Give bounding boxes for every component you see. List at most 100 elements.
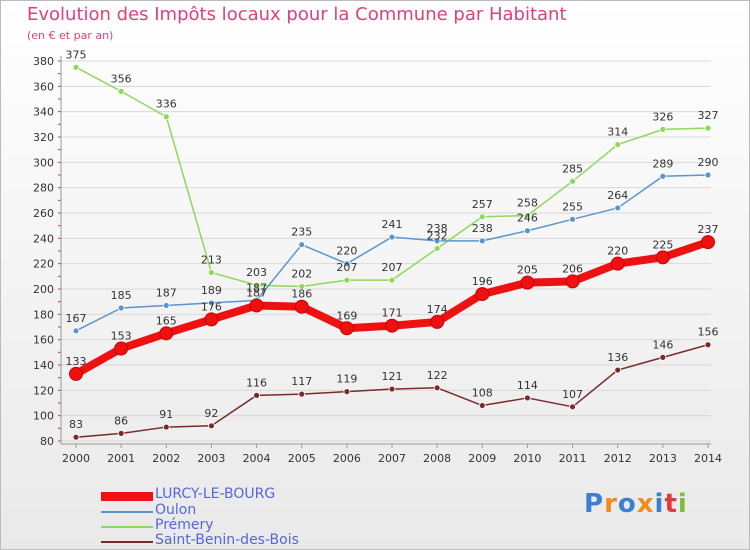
data-point-lurcy-le-bourg [69,366,83,381]
data-label-oulon: 185 [111,289,132,302]
data-label-pr-mery: 207 [336,261,357,274]
logo-letter: i [654,489,665,519]
data-label-oulon: 264 [607,189,628,202]
data-point-pr-mery [208,269,215,276]
data-point-pr-mery [72,63,80,71]
data-point-saint-benin-des-bois [253,391,260,399]
data-label-pr-mery: 203 [246,266,267,279]
data-label-pr-mery: 336 [156,98,177,111]
legend-swatch [101,511,153,513]
legend-label: Saint-Benin-des-Bois [155,532,299,548]
data-label-saint-benin-des-bois: 156 [698,326,719,339]
data-label-lurcy-le-bourg: 174 [427,303,448,316]
legend-swatch [101,526,153,528]
legend-label: Prémery [155,517,214,533]
data-label-pr-mery: 356 [111,72,132,85]
data-point-pr-mery [253,281,260,289]
data-point-saint-benin-des-bois [162,423,170,431]
data-point-oulon [72,327,80,335]
y-tick-label: 380 [33,55,54,68]
data-label-saint-benin-des-bois: 83 [69,418,83,431]
data-label-oulon: 189 [201,284,222,297]
data-label-oulon: 246 [517,212,538,225]
y-tick-label: 360 [33,80,54,93]
data-point-saint-benin-des-bois [614,366,622,374]
data-point-oulon [524,227,531,235]
x-tick-label: 2010 [513,452,541,465]
x-tick-label: 2012 [604,452,632,465]
logo-letter: P [584,489,605,519]
data-label-pr-mery: 327 [698,109,719,122]
y-tick-label: 300 [33,156,54,169]
data-point-pr-mery [298,283,306,290]
y-tick-label: 200 [33,283,54,296]
data-point-pr-mery [659,125,667,133]
y-tick-label: 280 [33,182,54,195]
legend-label: LURCY-LE-BOURG [155,486,276,502]
data-label-lurcy-le-bourg: 133 [66,355,87,368]
chart-title: Evolution des Impôts locaux pour la Comm… [27,4,567,25]
data-point-pr-mery [569,177,576,185]
data-point-lurcy-le-bourg [114,341,129,356]
x-tick-label: 2011 [559,452,587,465]
data-label-oulon: 187 [156,286,177,299]
data-point-oulon [478,237,486,245]
y-tick-label: 260 [33,207,54,220]
data-label-lurcy-le-bourg: 171 [382,307,403,320]
data-point-lurcy-le-bourg [520,275,535,290]
y-tick-label: 140 [33,359,54,372]
data-point-lurcy-le-bourg [159,326,174,341]
data-point-oulon [614,204,622,212]
data-label-oulon: 241 [382,218,403,231]
x-tick-label: 2000 [62,452,90,465]
data-point-lurcy-le-bourg [610,256,625,271]
data-label-lurcy-le-bourg: 225 [652,238,673,251]
data-point-oulon [298,241,306,249]
data-label-pr-mery: 213 [201,254,222,267]
data-point-lurcy-le-bourg [430,314,445,329]
x-tick-label: 2003 [197,452,225,465]
data-point-saint-benin-des-bois [433,384,441,392]
logo-letter: r [604,489,618,519]
data-label-pr-mery: 326 [652,110,673,123]
data-label-lurcy-le-bourg: 165 [156,314,177,327]
data-point-saint-benin-des-bois [569,403,576,411]
data-point-saint-benin-des-bois [117,429,125,437]
data-label-oulon: 167 [66,312,87,325]
data-label-lurcy-le-bourg: 176 [201,300,222,313]
data-label-saint-benin-des-bois: 86 [114,414,128,427]
axis-layer: 80 100 120 140 160 180 200 220 240 260 280 300 320 34… [33,55,722,465]
logo-letter: i [677,489,688,519]
y-tick-label: 100 [33,410,54,423]
data-point-saint-benin-des-bois [704,341,712,349]
x-tick-label: 2014 [694,452,722,465]
data-point-saint-benin-des-bois [72,433,80,441]
data-point-oulon [569,215,576,223]
data-point-saint-benin-des-bois [298,390,306,398]
label-layer: 375 356 336 213 203 202 207 207 232 257 258 285 314 3… [66,48,719,431]
data-point-lurcy-le-bourg [475,287,490,302]
data-label-oulon: 238 [427,222,448,235]
proxiti-logo: Proxiti [584,489,688,519]
data-point-pr-mery [388,276,396,284]
data-label-lurcy-le-bourg: 220 [607,245,628,258]
data-label-saint-benin-des-bois: 121 [382,370,403,383]
data-point-saint-benin-des-bois [659,353,667,361]
data-label-lurcy-le-bourg: 196 [472,275,493,288]
data-point-lurcy-le-bourg [701,235,715,250]
data-label-pr-mery: 314 [607,126,628,139]
data-point-pr-mery [433,245,441,252]
data-label-lurcy-le-bourg: 237 [698,223,719,236]
data-point-oulon [433,237,441,245]
x-tick-label: 2009 [468,452,496,465]
data-point-lurcy-le-bourg [385,318,399,333]
series-layer [69,63,715,441]
data-label-saint-benin-des-bois: 122 [427,369,448,382]
data-point-pr-mery [162,113,170,121]
data-point-saint-benin-des-bois [343,388,351,396]
legend-swatch [101,492,153,501]
y-tick-label: 340 [33,106,54,119]
chart-subtitle: (en € et par an) [27,29,114,42]
data-point-lurcy-le-bourg [204,312,219,327]
logo-letter: x [636,489,655,519]
